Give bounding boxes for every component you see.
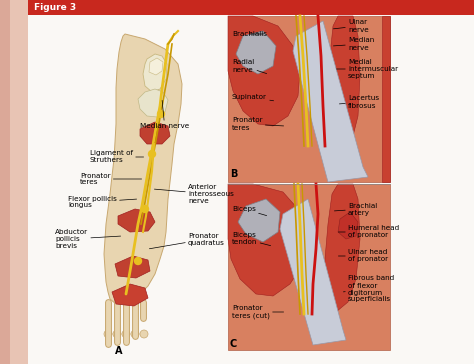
Polygon shape	[149, 58, 163, 75]
Text: Pronator
teres (cut): Pronator teres (cut)	[232, 305, 283, 319]
Circle shape	[135, 257, 142, 265]
Polygon shape	[228, 184, 306, 296]
Circle shape	[142, 206, 148, 213]
Circle shape	[122, 330, 130, 338]
Polygon shape	[104, 34, 182, 304]
Text: Brachialis: Brachialis	[232, 31, 267, 37]
Bar	[28, 0, 474, 15]
Text: Brachial
artery: Brachial artery	[334, 202, 377, 215]
Circle shape	[148, 150, 155, 158]
Text: Median nerve: Median nerve	[140, 100, 189, 129]
Circle shape	[104, 330, 112, 338]
Text: Figure 3: Figure 3	[34, 3, 76, 12]
Polygon shape	[238, 199, 280, 242]
Text: Biceps
tendon: Biceps tendon	[232, 233, 271, 246]
Polygon shape	[236, 31, 276, 74]
Text: Biceps: Biceps	[232, 206, 267, 215]
Text: Medial
intermuscular
septum: Medial intermuscular septum	[337, 59, 398, 79]
Text: Pronator
teres: Pronator teres	[80, 173, 142, 186]
Text: Ulnar
nerve: Ulnar nerve	[333, 20, 369, 32]
Text: Humeral head
of pronator: Humeral head of pronator	[338, 226, 399, 238]
Polygon shape	[382, 16, 390, 182]
Polygon shape	[118, 209, 155, 232]
Text: B: B	[230, 169, 237, 179]
Text: Radial
nerve: Radial nerve	[232, 59, 267, 74]
Text: Abductor
pollicis
brevis: Abductor pollicis brevis	[55, 229, 120, 249]
Circle shape	[113, 330, 121, 338]
Text: Ulnar head
of pronator: Ulnar head of pronator	[338, 249, 388, 262]
Polygon shape	[323, 184, 360, 312]
Polygon shape	[328, 16, 360, 146]
Polygon shape	[0, 0, 28, 364]
Circle shape	[157, 111, 164, 118]
Circle shape	[140, 330, 148, 338]
Text: Anterior
interosseous
nerve: Anterior interosseous nerve	[155, 184, 234, 204]
Bar	[228, 184, 390, 350]
Text: Median
nerve: Median nerve	[333, 37, 374, 51]
Polygon shape	[228, 16, 300, 126]
Text: Ligament of
Struthers: Ligament of Struthers	[90, 150, 144, 163]
Polygon shape	[10, 0, 28, 364]
Circle shape	[131, 330, 139, 338]
Bar	[228, 16, 390, 182]
Text: A: A	[115, 346, 122, 356]
Text: Pronator
quadratus: Pronator quadratus	[149, 233, 225, 249]
Text: Supinator: Supinator	[232, 94, 273, 101]
Text: Lacertus
fibrosus: Lacertus fibrosus	[339, 95, 379, 108]
Polygon shape	[140, 122, 170, 144]
Polygon shape	[138, 89, 168, 117]
Polygon shape	[338, 212, 358, 239]
Polygon shape	[293, 21, 368, 182]
Text: Flexor pollicis
longus: Flexor pollicis longus	[68, 195, 137, 209]
Text: Fibrous band
of flexor
digitorum
superficialis: Fibrous band of flexor digitorum superfi…	[343, 276, 394, 302]
Text: C: C	[230, 339, 237, 349]
Polygon shape	[143, 54, 167, 92]
Text: Pronator
teres: Pronator teres	[232, 118, 283, 131]
Polygon shape	[112, 284, 148, 306]
Polygon shape	[115, 256, 150, 278]
Polygon shape	[280, 199, 346, 345]
